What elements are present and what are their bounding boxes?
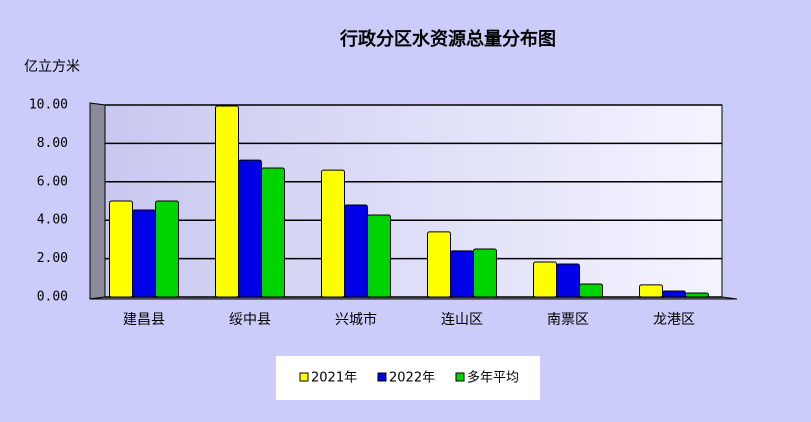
bar (132, 209, 156, 298)
plot-side-wall (89, 102, 106, 300)
x-tick-label: 建昌县 (123, 312, 165, 328)
bar (109, 200, 133, 298)
bar (639, 284, 663, 298)
bar (321, 169, 345, 298)
bar (344, 204, 368, 298)
y-tick-label: 6.00 (37, 174, 68, 189)
y-tick-label: 4.00 (37, 213, 68, 228)
legend-label: 多年平均 (467, 370, 519, 386)
legend-swatch (455, 372, 465, 382)
legend-label: 2022年 (389, 371, 435, 386)
bar (427, 231, 451, 298)
x-tick-label: 南票区 (547, 312, 589, 328)
legend-label: 2021年 (311, 371, 357, 386)
legend (276, 356, 540, 400)
bar (533, 261, 557, 298)
y-tick-label: 10.00 (29, 98, 68, 113)
bar (662, 290, 686, 298)
y-tick-label: 8.00 (37, 136, 68, 151)
bar (556, 263, 580, 298)
bar (238, 159, 262, 298)
x-tick-label: 龙港区 (653, 312, 695, 328)
x-tick-label: 绥中县 (229, 312, 271, 328)
bar (685, 292, 709, 298)
legend-swatch (299, 372, 309, 382)
y-tick-label: 2.00 (37, 251, 68, 266)
x-tick-label: 兴城市 (335, 311, 377, 328)
legend-swatch (377, 372, 387, 382)
x-tick-label: 连山区 (441, 312, 483, 328)
chart-title: 行政分区水资源总量分布图 (339, 28, 556, 50)
bar (473, 248, 497, 298)
bar (261, 167, 285, 298)
bar (367, 214, 391, 298)
bar (155, 200, 179, 298)
plot-back-wall (104, 104, 723, 298)
y-tick-label: 0.00 (37, 290, 68, 305)
bar (579, 283, 603, 298)
y-axis-label: 亿立方米 (24, 59, 80, 75)
bar (215, 105, 239, 298)
bar (450, 250, 474, 298)
